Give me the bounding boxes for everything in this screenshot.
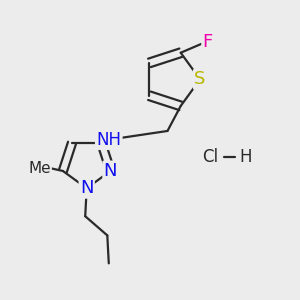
Text: NH: NH <box>96 131 121 149</box>
Text: F: F <box>203 33 213 51</box>
Text: S: S <box>194 70 206 88</box>
Text: H: H <box>239 148 252 166</box>
Text: N: N <box>104 162 117 180</box>
Text: Me: Me <box>28 160 51 175</box>
Text: Cl: Cl <box>202 148 218 166</box>
Text: N: N <box>80 179 93 197</box>
